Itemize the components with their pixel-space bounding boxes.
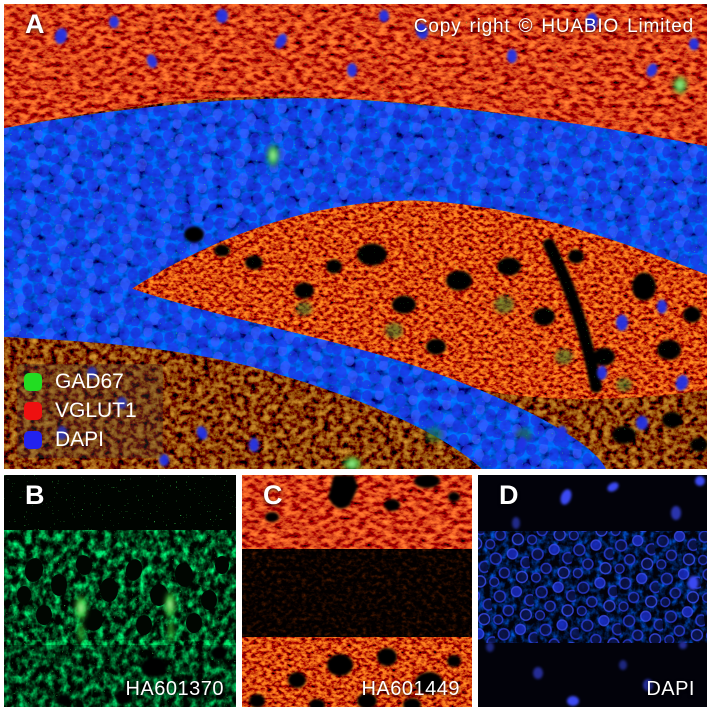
legend-row-dapi: DAPI bbox=[24, 428, 156, 451]
legend-label-gad67: GAD67 bbox=[55, 370, 124, 393]
panel-c-caption: HA601449 bbox=[361, 678, 460, 700]
legend-label-vglut1: VGLUT1 bbox=[55, 399, 137, 422]
panel-c-label: C bbox=[263, 480, 283, 510]
copyright-text: Copy right © HUABIO Limited bbox=[413, 16, 694, 37]
legend-row-vglut1: VGLUT1 bbox=[24, 399, 156, 422]
channel-legend: GAD67 VGLUT1 DAPI bbox=[17, 364, 163, 458]
panel-d-caption: DAPI bbox=[646, 678, 695, 700]
legend-row-gad67: GAD67 bbox=[24, 370, 156, 393]
micrograph-image-blue bbox=[478, 475, 707, 707]
green-swatch-icon bbox=[24, 373, 42, 391]
panel-c-red-channel: C HA601449 bbox=[242, 475, 472, 707]
micrograph-image-red bbox=[242, 475, 472, 707]
blue-swatch-icon bbox=[24, 431, 42, 449]
panel-d-blue-channel: D DAPI bbox=[478, 475, 707, 707]
panel-a-merged: A Copy right © HUABIO Limited GAD67 VGLU… bbox=[4, 4, 707, 469]
panel-b-caption: HA601370 bbox=[125, 678, 224, 700]
panel-a-label: A bbox=[25, 9, 45, 39]
panel-d-label: D bbox=[499, 480, 519, 510]
legend-swatch-dapi bbox=[24, 431, 42, 449]
panel-b-label: B bbox=[25, 480, 45, 510]
legend-label-dapi: DAPI bbox=[55, 428, 105, 451]
legend-swatch-vglut1 bbox=[24, 402, 42, 420]
red-swatch-icon bbox=[24, 402, 42, 420]
micrograph-image-green bbox=[4, 475, 236, 707]
panel-b-green-channel: B HA601370 bbox=[4, 475, 236, 707]
micrograph-image-merged bbox=[4, 4, 707, 469]
legend-swatch-gad67 bbox=[24, 373, 42, 391]
